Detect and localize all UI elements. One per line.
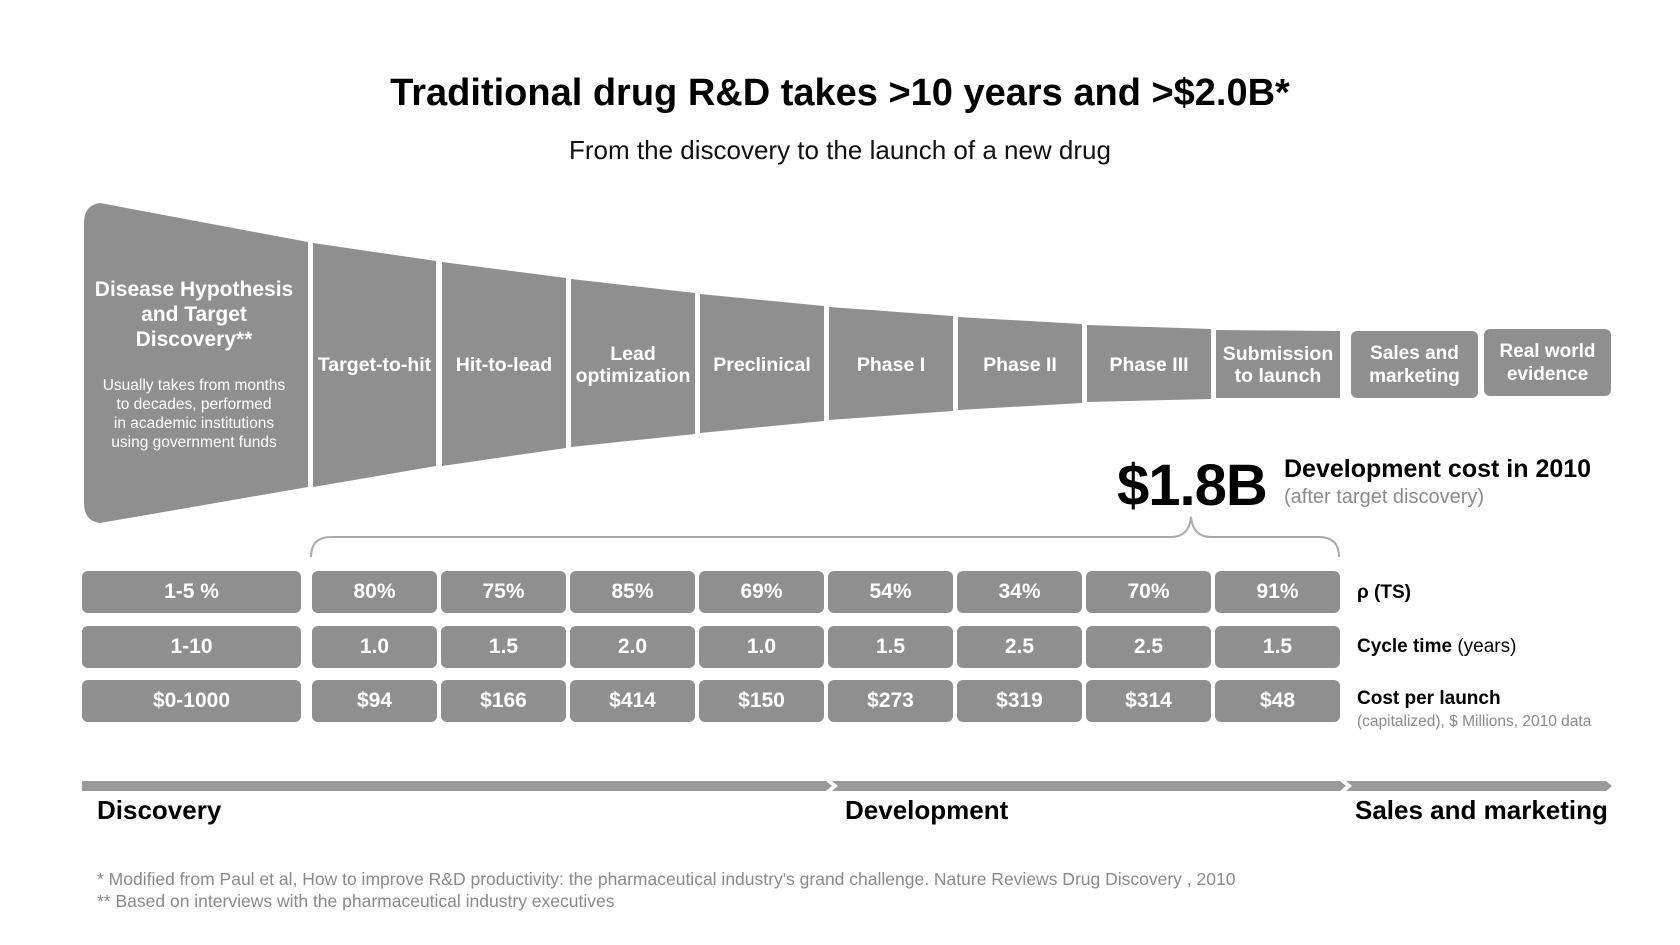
footnote-source: * Modified from Paul et al, How to impro… [97, 869, 1236, 889]
row-label-cost-per-launch: Cost per launch [1357, 688, 1501, 710]
development-brace [310, 516, 1340, 558]
row-cycle-cell: 1.0 [312, 626, 437, 668]
row-cost-cell: $166 [441, 680, 566, 722]
row-cycle-cell: 1.5 [1215, 626, 1340, 668]
funnel-block-hit-to-lead [442, 262, 566, 466]
row-cycle-cell: 1.0 [699, 626, 824, 668]
stage-submission-to-launch: Submission to launch [1222, 343, 1334, 387]
funnel-block-phase-3 [1087, 325, 1211, 402]
row-cycle-cell: 2.5 [957, 626, 1082, 668]
row-cost-cell: $48 [1215, 680, 1340, 722]
row-label-cycle-time: Cycle time (years) [1357, 636, 1516, 658]
funnel-block-lead-optimization [571, 279, 695, 447]
row-rho-cell: 70% [1086, 571, 1211, 613]
phase-bar-discovery [82, 781, 832, 791]
discovery-stage-heading: Disease Hypothesis and Target Discovery*… [94, 278, 294, 351]
row-label-rho-bold: ρ (TS) [1357, 582, 1411, 603]
row-cost-cell: $150 [699, 680, 824, 722]
row-cost-cell: $414 [570, 680, 695, 722]
row-cycle-discovery-cell: 1-10 [82, 626, 301, 668]
row-cost-cell: $319 [957, 680, 1082, 722]
footnote-interviews: ** Based on interviews with the pharmace… [97, 891, 615, 911]
phase-bar-development [832, 781, 1346, 791]
row-label-cycle-bold: Cycle time [1357, 636, 1453, 657]
phase-label-discovery: Discovery [97, 795, 222, 825]
row-rho-cell: 85% [570, 571, 695, 613]
row-label-cost-bold: Cost per launch [1357, 688, 1501, 709]
row-rho-cell: 69% [699, 571, 824, 613]
row-rho-cell: 80% [312, 571, 437, 613]
development-cost-amount: $1.8B [1117, 453, 1268, 518]
stage-phase-2: Phase II [983, 354, 1057, 376]
funnel-block-submission [1216, 330, 1340, 398]
row-cycle-cell: 1.5 [441, 626, 566, 668]
stage-lead-optimization: Lead optimization [575, 343, 691, 387]
stage-preclinical: Preclinical [713, 354, 811, 376]
stage-real-world-evidence: Real world evidence [1484, 329, 1611, 396]
row-rho-cell: 54% [828, 571, 953, 613]
row-cost-cell: $273 [828, 680, 953, 722]
funnel-block-target-to-hit [313, 243, 436, 487]
cost-per-launch-note: (capitalized), $ Millions, 2010 data [1357, 713, 1592, 730]
discovery-stage-description: Usually takes from months to decades, pe… [102, 377, 286, 451]
row-rho-cell: 75% [441, 571, 566, 613]
row-cost-discovery-cell: $0-1000 [82, 680, 301, 722]
row-cycle-cell: 1.5 [828, 626, 953, 668]
funnel-block-phase-1 [829, 307, 953, 420]
funnel-block-discovery [84, 203, 308, 523]
row-label-rho: ρ (TS) [1357, 582, 1411, 604]
phase-bar-sales [1346, 781, 1612, 791]
stage-phase-1: Phase I [856, 354, 926, 376]
stage-hit-to-lead: Hit-to-lead [455, 354, 553, 376]
stage-phase-3: Phase III [1109, 354, 1189, 376]
row-label-cycle-rest: (years) [1452, 636, 1517, 657]
funnel-block-phase-2 [958, 317, 1082, 410]
row-cost-cell: $94 [312, 680, 437, 722]
stage-sales-and-marketing: Sales and marketing [1351, 331, 1478, 398]
row-cycle-cell: 2.0 [570, 626, 695, 668]
development-cost-subtitle: (after target discovery) [1284, 486, 1485, 508]
row-rho-cell: 91% [1215, 571, 1340, 613]
row-cycle-cell: 2.5 [1086, 626, 1211, 668]
phase-label-development: Development [845, 795, 1009, 825]
funnel-block-preclinical [700, 294, 824, 433]
phase-label-sales-and-marketing: Sales and marketing [1355, 795, 1608, 825]
row-rho-cell: 34% [957, 571, 1082, 613]
row-cost-cell: $314 [1086, 680, 1211, 722]
page-title: Traditional drug R&D takes >10 years and… [390, 72, 1290, 114]
development-cost-title: Development cost in 2010 [1284, 455, 1592, 483]
page-subtitle: From the discovery to the launch of a ne… [569, 135, 1111, 165]
stage-target-to-hit: Target-to-hit [317, 354, 432, 376]
row-rho-discovery-cell: 1-5 % [82, 571, 301, 613]
